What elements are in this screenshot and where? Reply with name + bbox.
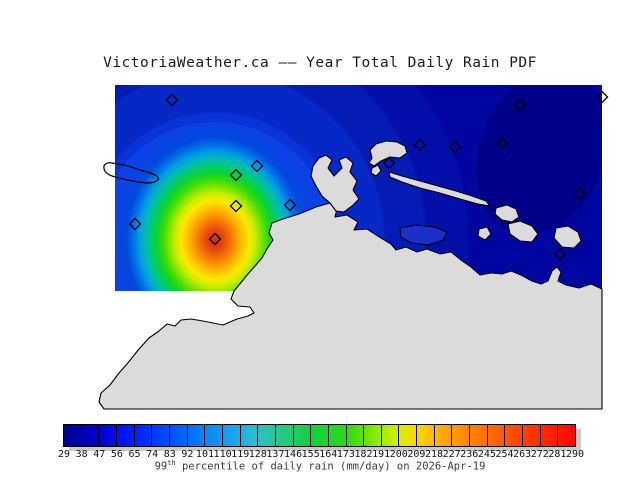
bay-inlet	[399, 224, 448, 246]
colorbar-cell	[380, 425, 399, 446]
colorbar-tick-label: 236	[460, 449, 479, 460]
colorbar-tick-label: 101	[195, 449, 214, 460]
colorbar-tick-label: 29	[57, 449, 71, 460]
colorbar-tick-label: 119	[231, 449, 250, 460]
island-c	[553, 225, 582, 249]
colorbar-cell	[274, 425, 293, 446]
land-masses	[98, 140, 603, 410]
station-marker	[513, 98, 527, 112]
island-d	[477, 226, 492, 241]
long-spit-island	[388, 171, 491, 207]
colorbar-tick-label: 47	[93, 449, 106, 460]
colorbar-cell	[416, 425, 434, 446]
colorbar-tick-label: 209	[407, 449, 426, 460]
station-marker	[495, 136, 509, 150]
colorbar-cell	[557, 425, 576, 446]
colorbar-cell	[80, 425, 99, 446]
station-marker	[229, 199, 243, 213]
station-marker	[208, 232, 222, 246]
colorbar-cell	[257, 425, 275, 446]
colorbar-cell	[98, 425, 116, 446]
colorbar-cell	[310, 425, 328, 446]
colorbar-cell	[363, 425, 381, 446]
race-rocks-island-outline	[103, 162, 160, 184]
colorbar-cell	[451, 425, 470, 446]
caption-percentile-value: 99	[154, 460, 168, 473]
colorbar-tick-label: 173	[336, 449, 355, 460]
colorbar-tick-label: 137	[266, 449, 285, 460]
colorbar-cell	[327, 425, 346, 446]
colorbar-tick-label: 191	[372, 449, 391, 460]
colorbar-cell	[292, 425, 311, 446]
colorbar-cell	[486, 425, 505, 446]
colorbar-tick-label: 263	[513, 449, 532, 460]
station-marker	[283, 198, 297, 212]
caption-ordinal-suffix: th	[167, 459, 176, 467]
colorbar-tick-label: 281	[548, 449, 567, 460]
colorbar-tick-label: 164	[319, 449, 338, 460]
colorbar-tick-label: 290	[565, 449, 585, 460]
colorbar-cell	[221, 425, 240, 446]
colorbar-tick-label: 155	[301, 449, 320, 460]
station-marker	[448, 140, 462, 154]
colorbar-cell	[64, 425, 81, 446]
colorbar-cell	[151, 425, 169, 446]
colorbar-cell	[168, 425, 187, 446]
colorbar-tick-label: 218	[425, 449, 444, 460]
colorbar-cell	[522, 425, 540, 446]
page-title: VictoriaWeather.ca —— Year Total Daily R…	[103, 55, 537, 71]
colorbar-tick-label: 38	[75, 449, 88, 460]
station-markers	[128, 90, 609, 261]
colorbar-cell	[469, 425, 487, 446]
colorbar-tick-label: 182	[354, 449, 373, 460]
colorbar	[63, 424, 576, 447]
station-marker	[553, 247, 567, 261]
island-b	[507, 220, 539, 243]
colorbar-tick-label: 56	[110, 449, 123, 460]
colorbar-tick-label: 272	[530, 449, 549, 460]
colorbar-tick-label: 200	[389, 449, 408, 460]
colorbar-cell	[133, 425, 152, 446]
colorbar-tick-labels: 29 38 47 56 65 74 83 92 101 110 119 128 137 146 155 164…	[0, 449, 640, 461]
colorbar-cell	[345, 425, 364, 446]
colorbar-cell	[186, 425, 205, 446]
colorbar-caption: 99th percentile of daily rain (mm/day) o…	[0, 459, 640, 473]
station-marker	[250, 159, 264, 173]
saanich-peninsula	[310, 154, 360, 213]
colorbar-tick-label: 110	[213, 449, 232, 460]
colorbar-cell	[115, 425, 134, 446]
islet-small	[370, 164, 382, 177]
colorbar-tick-label: 65	[128, 449, 141, 460]
colorbar-cell	[204, 425, 222, 446]
island-group-north	[368, 140, 408, 167]
station-marker	[229, 168, 243, 182]
station-marker	[128, 217, 142, 231]
colorbar-tick-label: 74	[146, 449, 159, 460]
station-marker	[413, 138, 427, 152]
station-marker	[382, 156, 396, 170]
colorbar-cell	[504, 425, 523, 446]
station-marker	[165, 93, 179, 107]
colorbar-tick-label: 146	[284, 449, 303, 460]
colorbar-tick-label: 227	[442, 449, 461, 460]
colorbar-tick-label: 254	[495, 449, 514, 460]
colorbar-cell	[539, 425, 558, 446]
caption-text: percentile of daily rain (mm/day) on 202…	[175, 460, 486, 473]
colorbar-cell	[433, 425, 452, 446]
colorbar-cell	[398, 425, 417, 446]
colorbar-tick-label: 83	[163, 449, 176, 460]
colorbar-tick-label: 128	[248, 449, 267, 460]
colorbar-cell	[239, 425, 258, 446]
colorbar-tick-label: 245	[477, 449, 496, 460]
colorbar-tick-label: 92	[181, 449, 194, 460]
island-a	[494, 204, 520, 223]
station-marker	[595, 90, 609, 104]
station-marker	[573, 187, 587, 201]
